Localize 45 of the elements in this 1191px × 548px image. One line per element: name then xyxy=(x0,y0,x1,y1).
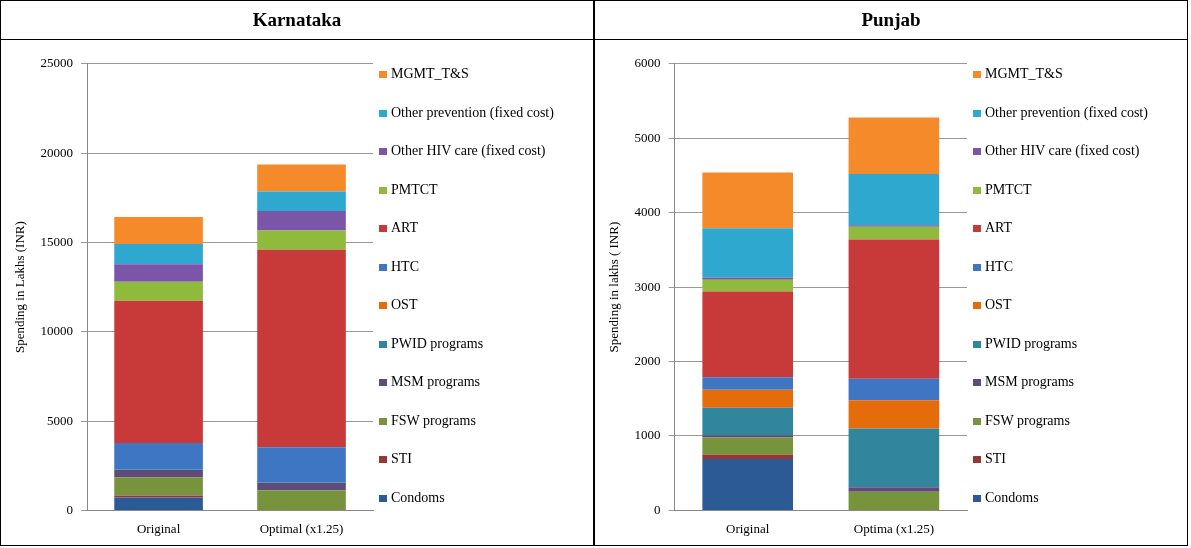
y-tick-label: 0 xyxy=(66,501,74,517)
y-axis-title: Spending in lakhs ( INR) xyxy=(606,221,622,353)
legend-label: MSM programs xyxy=(985,374,1075,391)
legend-label: OST xyxy=(391,297,418,314)
legend-label: MSM programs xyxy=(391,374,481,391)
chart-title: Punjab xyxy=(595,1,1187,40)
legend-label: HTC xyxy=(391,258,419,275)
legend-label: Condoms xyxy=(391,489,445,506)
y-tick-label: 25000 xyxy=(40,55,74,71)
y-tick-label: 2000 xyxy=(634,352,661,368)
y-tick-label: 5000 xyxy=(47,412,74,428)
legend-label: Other HIV care (fixed cost) xyxy=(985,143,1140,160)
legend-label: STI xyxy=(985,451,1006,468)
chart-title: Karnataka xyxy=(1,1,593,40)
y-tick-label: 3000 xyxy=(634,278,661,294)
y-tick-label: 15000 xyxy=(40,233,74,249)
y-tick-label: 10000 xyxy=(40,323,74,339)
x-tick-label: Original xyxy=(726,520,770,536)
legend-label: Other prevention (fixed cost) xyxy=(985,104,1148,121)
legend-label: ART xyxy=(391,220,419,237)
legend-label: PWID programs xyxy=(985,335,1078,352)
legend-label: STI xyxy=(391,451,412,468)
y-tick-label: 20000 xyxy=(40,144,74,160)
y-axis-title: Spending in Lakhs (INR) xyxy=(12,221,28,353)
legend-label: OST xyxy=(985,297,1012,314)
legend-label: Other HIV care (fixed cost) xyxy=(391,143,546,160)
x-tick-label: Optimal (x1.25) xyxy=(259,520,344,536)
legend-label: Condoms xyxy=(985,489,1039,506)
x-tick-label: Optima (x1.25) xyxy=(853,520,934,536)
y-tick-label: 4000 xyxy=(634,204,661,220)
legend-label: MGMT_T&S xyxy=(391,66,469,82)
y-tick-label: 5000 xyxy=(634,129,661,145)
legend-label: FSW programs xyxy=(391,412,476,429)
y-tick-label: 0 xyxy=(654,501,661,517)
x-tick-label: Original xyxy=(136,520,181,536)
legend-label: Other prevention (fixed cost) xyxy=(391,104,554,121)
legend-label: PMTCT xyxy=(985,181,1032,198)
legend-label: HTC xyxy=(985,258,1013,275)
legend-label: PMTCT xyxy=(391,181,438,198)
legend-label: PWID programs xyxy=(391,335,484,352)
legend-label: MGMT_T&S xyxy=(985,66,1063,82)
y-tick-label: 6000 xyxy=(634,55,661,71)
legend-label: FSW programs xyxy=(985,412,1070,429)
y-tick-label: 1000 xyxy=(634,427,661,443)
legend-label: ART xyxy=(985,220,1013,237)
